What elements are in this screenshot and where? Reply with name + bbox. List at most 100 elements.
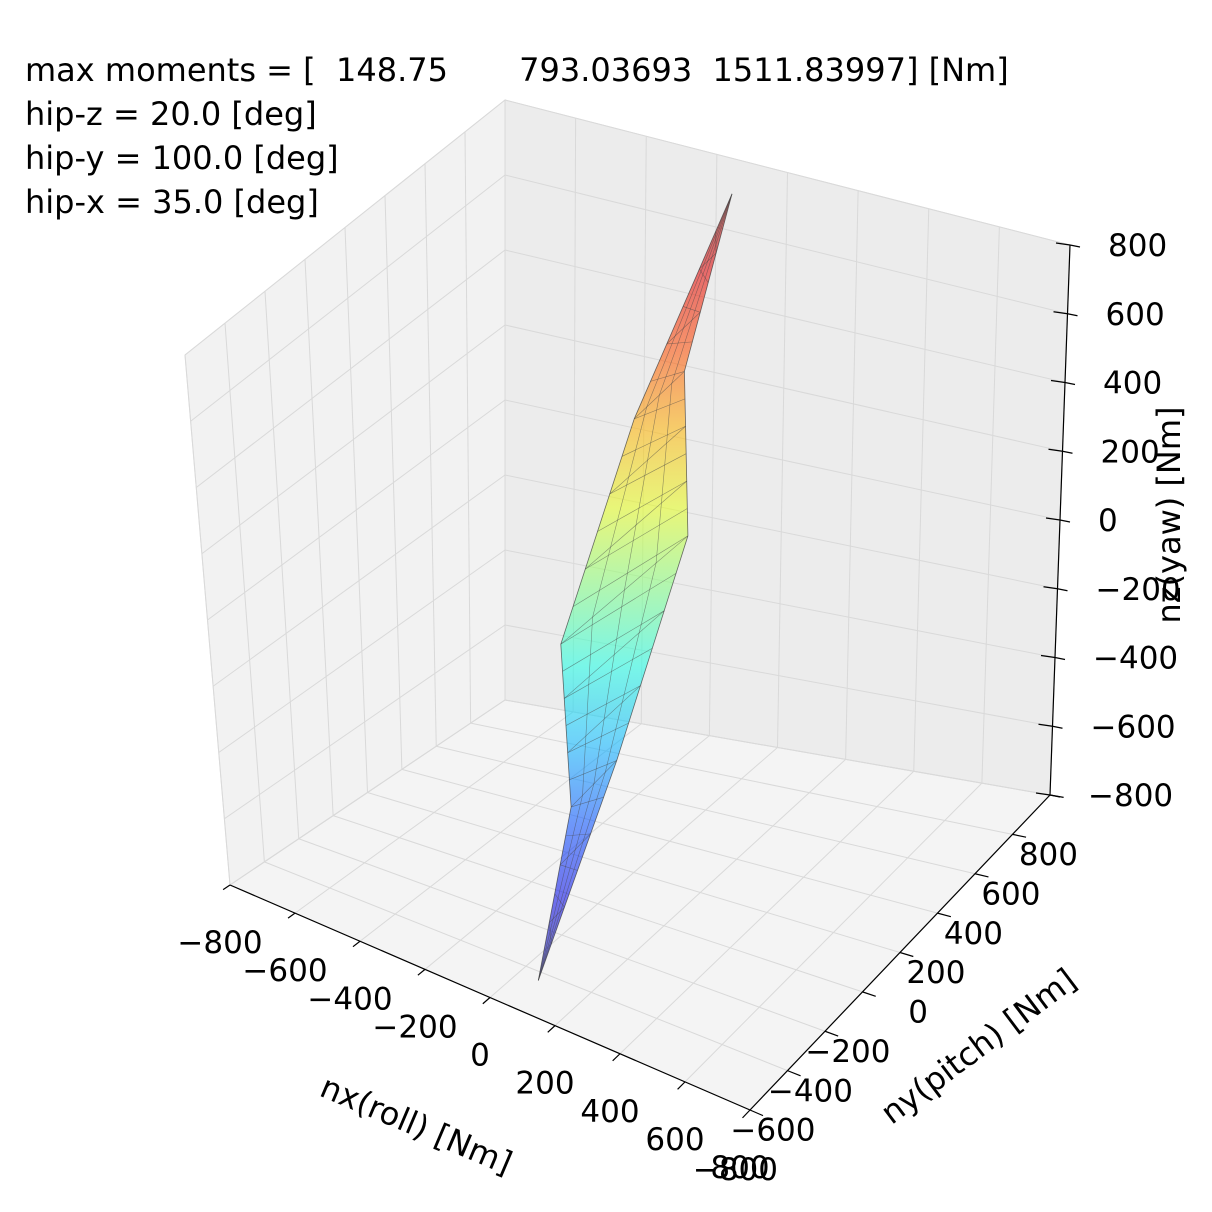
y-tick-label: 800	[1019, 837, 1078, 873]
y-tick	[824, 1030, 839, 1037]
facet-line	[571, 796, 604, 808]
grid-left-z	[201, 324, 506, 555]
y-tick	[862, 991, 876, 997]
y-tick-label: −200	[805, 1034, 890, 1070]
facet-line	[562, 610, 665, 672]
z-tick	[1069, 244, 1081, 248]
x-tick	[222, 884, 231, 891]
x-tick	[417, 968, 426, 976]
x-tick	[287, 912, 296, 919]
z-tick-inner	[1045, 517, 1061, 521]
z-tick-inner	[1050, 379, 1066, 384]
facet-line	[682, 306, 701, 313]
x-tick-label: 400	[580, 1094, 639, 1130]
y-tick-label: −600	[730, 1113, 815, 1149]
z-tick	[1059, 519, 1071, 523]
y-axis-label: ny(pitch) [Nm]	[873, 961, 1083, 1132]
facet-line	[597, 480, 687, 532]
z-tick-label: 400	[1103, 366, 1162, 402]
x-tick	[612, 1053, 621, 1062]
grid-left-z	[190, 174, 506, 422]
y-tick	[787, 1070, 801, 1077]
grid-floor-y	[436, 745, 976, 875]
grid-left-z	[195, 249, 506, 488]
y-tick-label: −800	[693, 1152, 778, 1188]
z-tick	[1062, 450, 1073, 454]
surface-facets	[538, 193, 733, 981]
x-tick	[547, 1025, 556, 1033]
y-tick	[937, 912, 952, 918]
x-tick	[352, 940, 361, 948]
z-tick	[1067, 313, 1078, 317]
x-tick-label: −800	[177, 925, 262, 961]
x-tick-label: −400	[307, 981, 392, 1017]
z-tick-inner	[1043, 586, 1058, 590]
facet-line	[567, 722, 629, 753]
z-tick-label: 200	[1101, 434, 1160, 470]
facet-line	[560, 573, 677, 645]
z-tick-inner	[1053, 311, 1068, 315]
annotation-max-moments: max moments = [ 148.75 793.03693 1511.83…	[25, 51, 1009, 89]
grid-back-z	[504, 249, 1066, 383]
z-tick-label: −800	[1088, 778, 1173, 814]
grid-left-z	[184, 99, 506, 356]
x-tick-label: −200	[372, 1009, 457, 1045]
y-tick-label: 600	[981, 876, 1040, 912]
facet-line	[609, 453, 687, 495]
x-tick-label: 0	[470, 1038, 490, 1074]
grid-floor-y	[470, 722, 1013, 835]
x-tick-label: 600	[645, 1122, 704, 1158]
grid-back-z	[504, 474, 1058, 590]
z-tick	[1054, 656, 1066, 661]
facet-line	[634, 398, 686, 420]
z-tick-inner	[1040, 654, 1056, 659]
z-tick-label: −400	[1093, 641, 1178, 677]
x-tick	[677, 1081, 686, 1090]
facet-line	[621, 426, 686, 457]
facet-line	[666, 341, 693, 345]
grid-floor-y	[332, 815, 863, 993]
z-tick	[1057, 588, 1068, 592]
y-tick	[974, 873, 989, 878]
z-tick	[1049, 794, 1061, 798]
z-tick-inner	[1035, 792, 1051, 796]
y-tick	[1012, 833, 1027, 838]
grid-left-z	[218, 549, 506, 753]
z-tick-label: −600	[1091, 709, 1176, 745]
grid-floor-y	[401, 768, 938, 914]
grid-back-z	[504, 174, 1068, 315]
grid-back-z	[504, 324, 1063, 452]
y-tick-label: 0	[908, 995, 928, 1031]
grid-floor-y	[298, 838, 826, 1032]
grid-floor-y	[264, 861, 788, 1072]
annotation-hip-x: hip-x = 35.0 [deg]	[25, 183, 319, 221]
y-tick-label: 400	[944, 916, 1003, 952]
grid-back-z	[504, 99, 1071, 246]
x-tick	[482, 997, 491, 1005]
facet-line	[565, 685, 641, 726]
z-tick-label: 0	[1098, 503, 1118, 539]
y-tick-label: 200	[906, 955, 965, 991]
facet-line	[569, 760, 617, 781]
grid-left-z	[207, 399, 506, 621]
z-tick	[1064, 381, 1076, 386]
facet-line	[564, 647, 653, 699]
z-tick-label: 600	[1106, 297, 1165, 333]
grid-left-z	[224, 624, 506, 820]
x-tick-label: −600	[242, 953, 327, 989]
y-tick	[749, 1109, 764, 1117]
z-axis-label: nz(yaw) [Nm]	[1150, 406, 1188, 623]
facet-line	[538, 193, 733, 981]
facet-line	[572, 535, 689, 607]
grid-left-z	[212, 474, 506, 687]
z-tick-inner	[1038, 723, 1053, 727]
facet-line	[565, 833, 591, 837]
facet-line	[538, 193, 733, 981]
z-tick-label: 800	[1108, 228, 1167, 264]
axes	[222, 242, 1081, 1119]
facet-line	[585, 508, 688, 570]
annotation-hip-y: hip-y = 100.0 [deg]	[25, 139, 339, 177]
facet-line	[650, 371, 685, 382]
y-tick	[899, 951, 914, 958]
